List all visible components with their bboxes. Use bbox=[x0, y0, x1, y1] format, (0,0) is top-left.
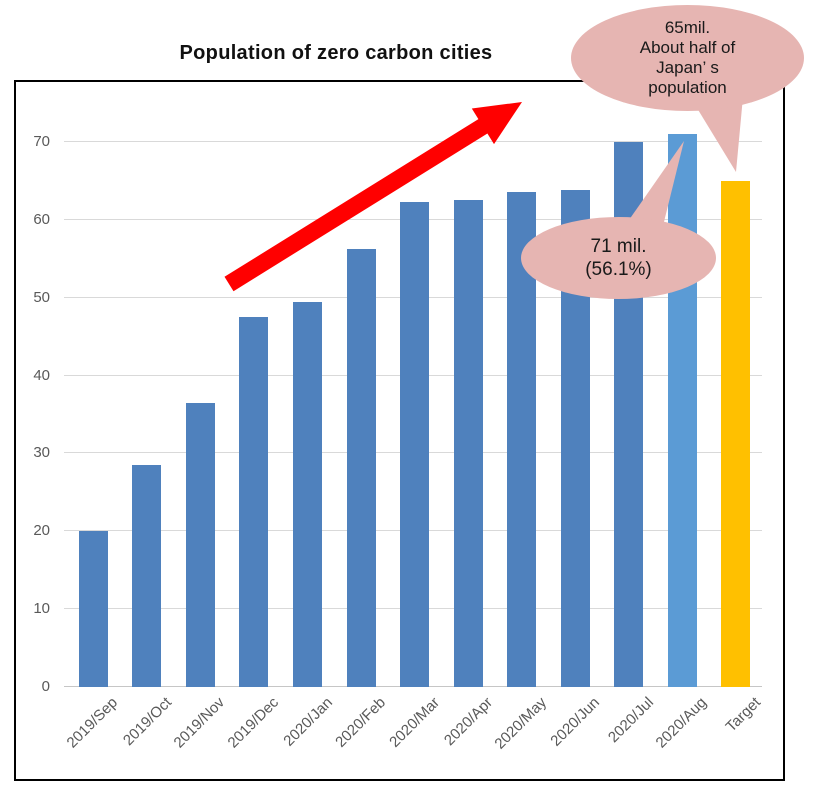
bar-2020-jan bbox=[293, 301, 322, 687]
y-axis-tick-label: 50 bbox=[33, 288, 50, 306]
bar-target bbox=[721, 180, 751, 687]
bar-2020-mar bbox=[400, 201, 430, 687]
bar-2019-nov bbox=[185, 402, 215, 687]
y-axis-tick-label: 0 bbox=[41, 678, 50, 695]
aug-callout-line: (56.1%) bbox=[585, 259, 652, 280]
gridline bbox=[64, 140, 762, 142]
target-callout-line: population bbox=[648, 78, 727, 97]
aug-callout-line: 71 mil. bbox=[590, 236, 647, 257]
bar-2019-oct bbox=[132, 465, 162, 687]
bar-2019-dec bbox=[239, 317, 269, 687]
y-axis-tick-label: 10 bbox=[33, 600, 50, 618]
y-axis-tick-label: 20 bbox=[33, 522, 50, 540]
target-callout: 65mil. About half of Japan’ s population bbox=[571, 5, 804, 111]
chart-title: Population of zero carbon cities bbox=[179, 42, 493, 64]
bar-2020-aug bbox=[667, 134, 697, 687]
aug-callout: 71 mil. (56.1%) bbox=[521, 217, 716, 299]
y-axis-tick-label: 60 bbox=[33, 210, 50, 228]
y-axis-tick-label: 70 bbox=[33, 132, 50, 150]
target-callout-line: About half of bbox=[639, 38, 736, 57]
y-axis-tick-label: 30 bbox=[33, 444, 50, 462]
chart-frame bbox=[14, 80, 785, 781]
bar-2019-sep bbox=[78, 531, 108, 687]
bar-2020-feb bbox=[346, 249, 376, 687]
y-axis-tick-label: 40 bbox=[33, 366, 50, 384]
bar-2020-apr bbox=[453, 200, 483, 687]
target-callout-line: 65mil. bbox=[664, 18, 711, 37]
target-callout-line: Japan’ s bbox=[656, 58, 719, 77]
